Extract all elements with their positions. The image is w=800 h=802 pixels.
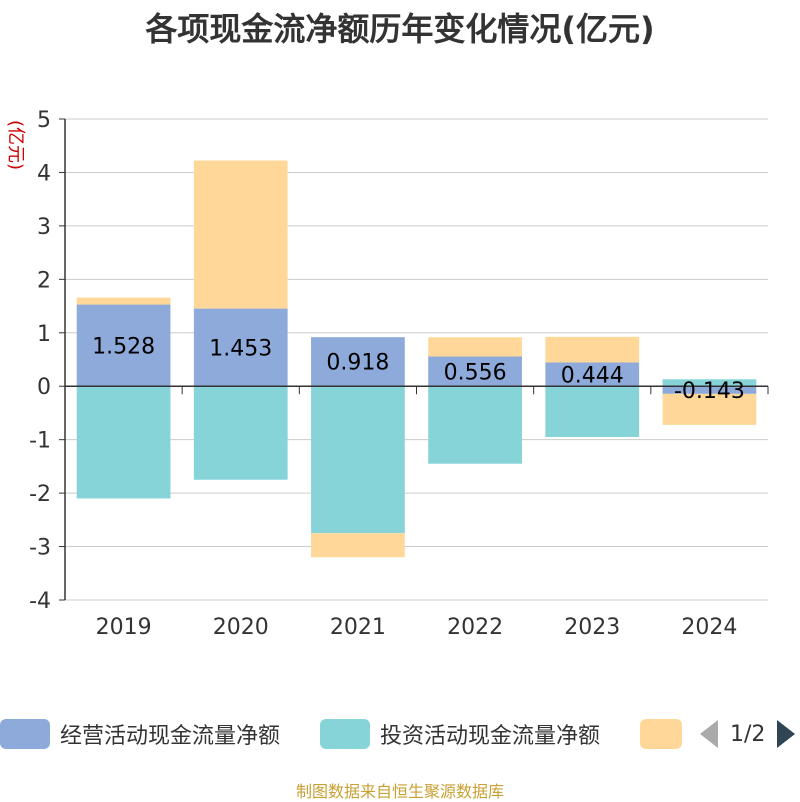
y-tick-label: -4: [29, 589, 51, 614]
x-tick-label: 2021: [330, 615, 386, 640]
x-tick-label: 2020: [213, 615, 269, 640]
legend: 经营活动现金流量净额 投资活动现金流量净额: [0, 716, 800, 756]
bar-2021-series-0[interactable]: [311, 337, 405, 387]
legend-item-operating[interactable]: 经营活动现金流量净额: [0, 716, 280, 752]
bars: [76, 160, 757, 558]
legend-item-investing[interactable]: 投资活动现金流量净额: [320, 716, 600, 752]
y-tick-label: -3: [29, 536, 51, 561]
legend-next-icon[interactable]: [777, 720, 796, 748]
bar-2019-series-0[interactable]: [76, 304, 171, 387]
bar-2024-series-2[interactable]: [662, 393, 757, 425]
legend-swatch-operating: [0, 719, 50, 749]
data-label: 0.918: [326, 351, 389, 376]
x-tick-label: 2022: [447, 615, 503, 640]
bar-2024-series-1[interactable]: [662, 379, 757, 387]
legend-item-third-series[interactable]: [640, 716, 682, 752]
bar-2022-series-1[interactable]: [428, 386, 522, 464]
y-tick-label: 5: [37, 108, 51, 133]
data-labels: 1.528 1.453 0.918 0.556 0.444 -0.143: [92, 334, 745, 404]
bar-2021-series-2[interactable]: [311, 533, 405, 558]
bar-2020-series-1[interactable]: [193, 386, 288, 480]
x-tick-label: 2023: [564, 615, 620, 640]
y-tick-label: -1: [29, 429, 51, 454]
bar-2024-series-0[interactable]: [662, 386, 757, 394]
legend-prev-icon[interactable]: [700, 720, 718, 748]
chart-title: 各项现金流净额历年变化情况(亿元): [145, 10, 655, 48]
data-label: 1.453: [209, 336, 272, 361]
legend-swatch-third-series: [640, 719, 682, 749]
y-tick-label: 4: [37, 161, 51, 186]
bar-2020-series-2[interactable]: [193, 160, 288, 309]
bar-2023-series-1[interactable]: [545, 386, 640, 437]
bar-2022-series-0[interactable]: [428, 356, 522, 387]
y-tick-label: -2: [29, 482, 51, 507]
y-tick-label: 0: [37, 375, 51, 400]
bar-2019-series-1[interactable]: [76, 386, 171, 499]
data-label: 0.556: [444, 360, 507, 385]
x-tick-label: 2024: [681, 615, 737, 640]
y-tick-label: 3: [37, 215, 51, 240]
data-label: -0.143: [674, 379, 745, 404]
x-tick-label: 2019: [96, 615, 152, 640]
data-label: 0.444: [561, 363, 624, 388]
bar-2021-series-1[interactable]: [311, 386, 405, 534]
legend-page-indicator: 1/2: [730, 721, 766, 747]
y-tick-label: 1: [37, 322, 51, 347]
legend-swatch-investing: [320, 719, 370, 749]
chart-plot: 5 4 3 2 1 0 -1 -2 -3 -4 2019 2020 2021 2022 2023 2024 1…: [5, 108, 769, 640]
bar-2019-series-2[interactable]: [76, 297, 171, 305]
legend-pager: 1/2: [700, 716, 796, 752]
bar-2022-series-2[interactable]: [428, 337, 522, 357]
bar-2023-series-0[interactable]: [545, 362, 640, 387]
y-tick-label: 2: [37, 268, 51, 293]
data-label: 1.528: [92, 334, 155, 359]
source-note: 制图数据来自恒生聚源数据库: [295, 782, 504, 801]
bar-2020-series-0[interactable]: [193, 308, 288, 387]
bar-2023-series-2[interactable]: [545, 336, 640, 363]
legend-label-operating: 经营活动现金流量净额: [60, 724, 281, 749]
y-axis-label: (亿元): [5, 120, 26, 170]
legend-label-investing: 投资活动现金流量净额: [380, 724, 601, 749]
axes: 5 4 3 2 1 0 -1 -2 -3 -4 2019 2020 2021 2022 2023 2024: [29, 108, 769, 640]
